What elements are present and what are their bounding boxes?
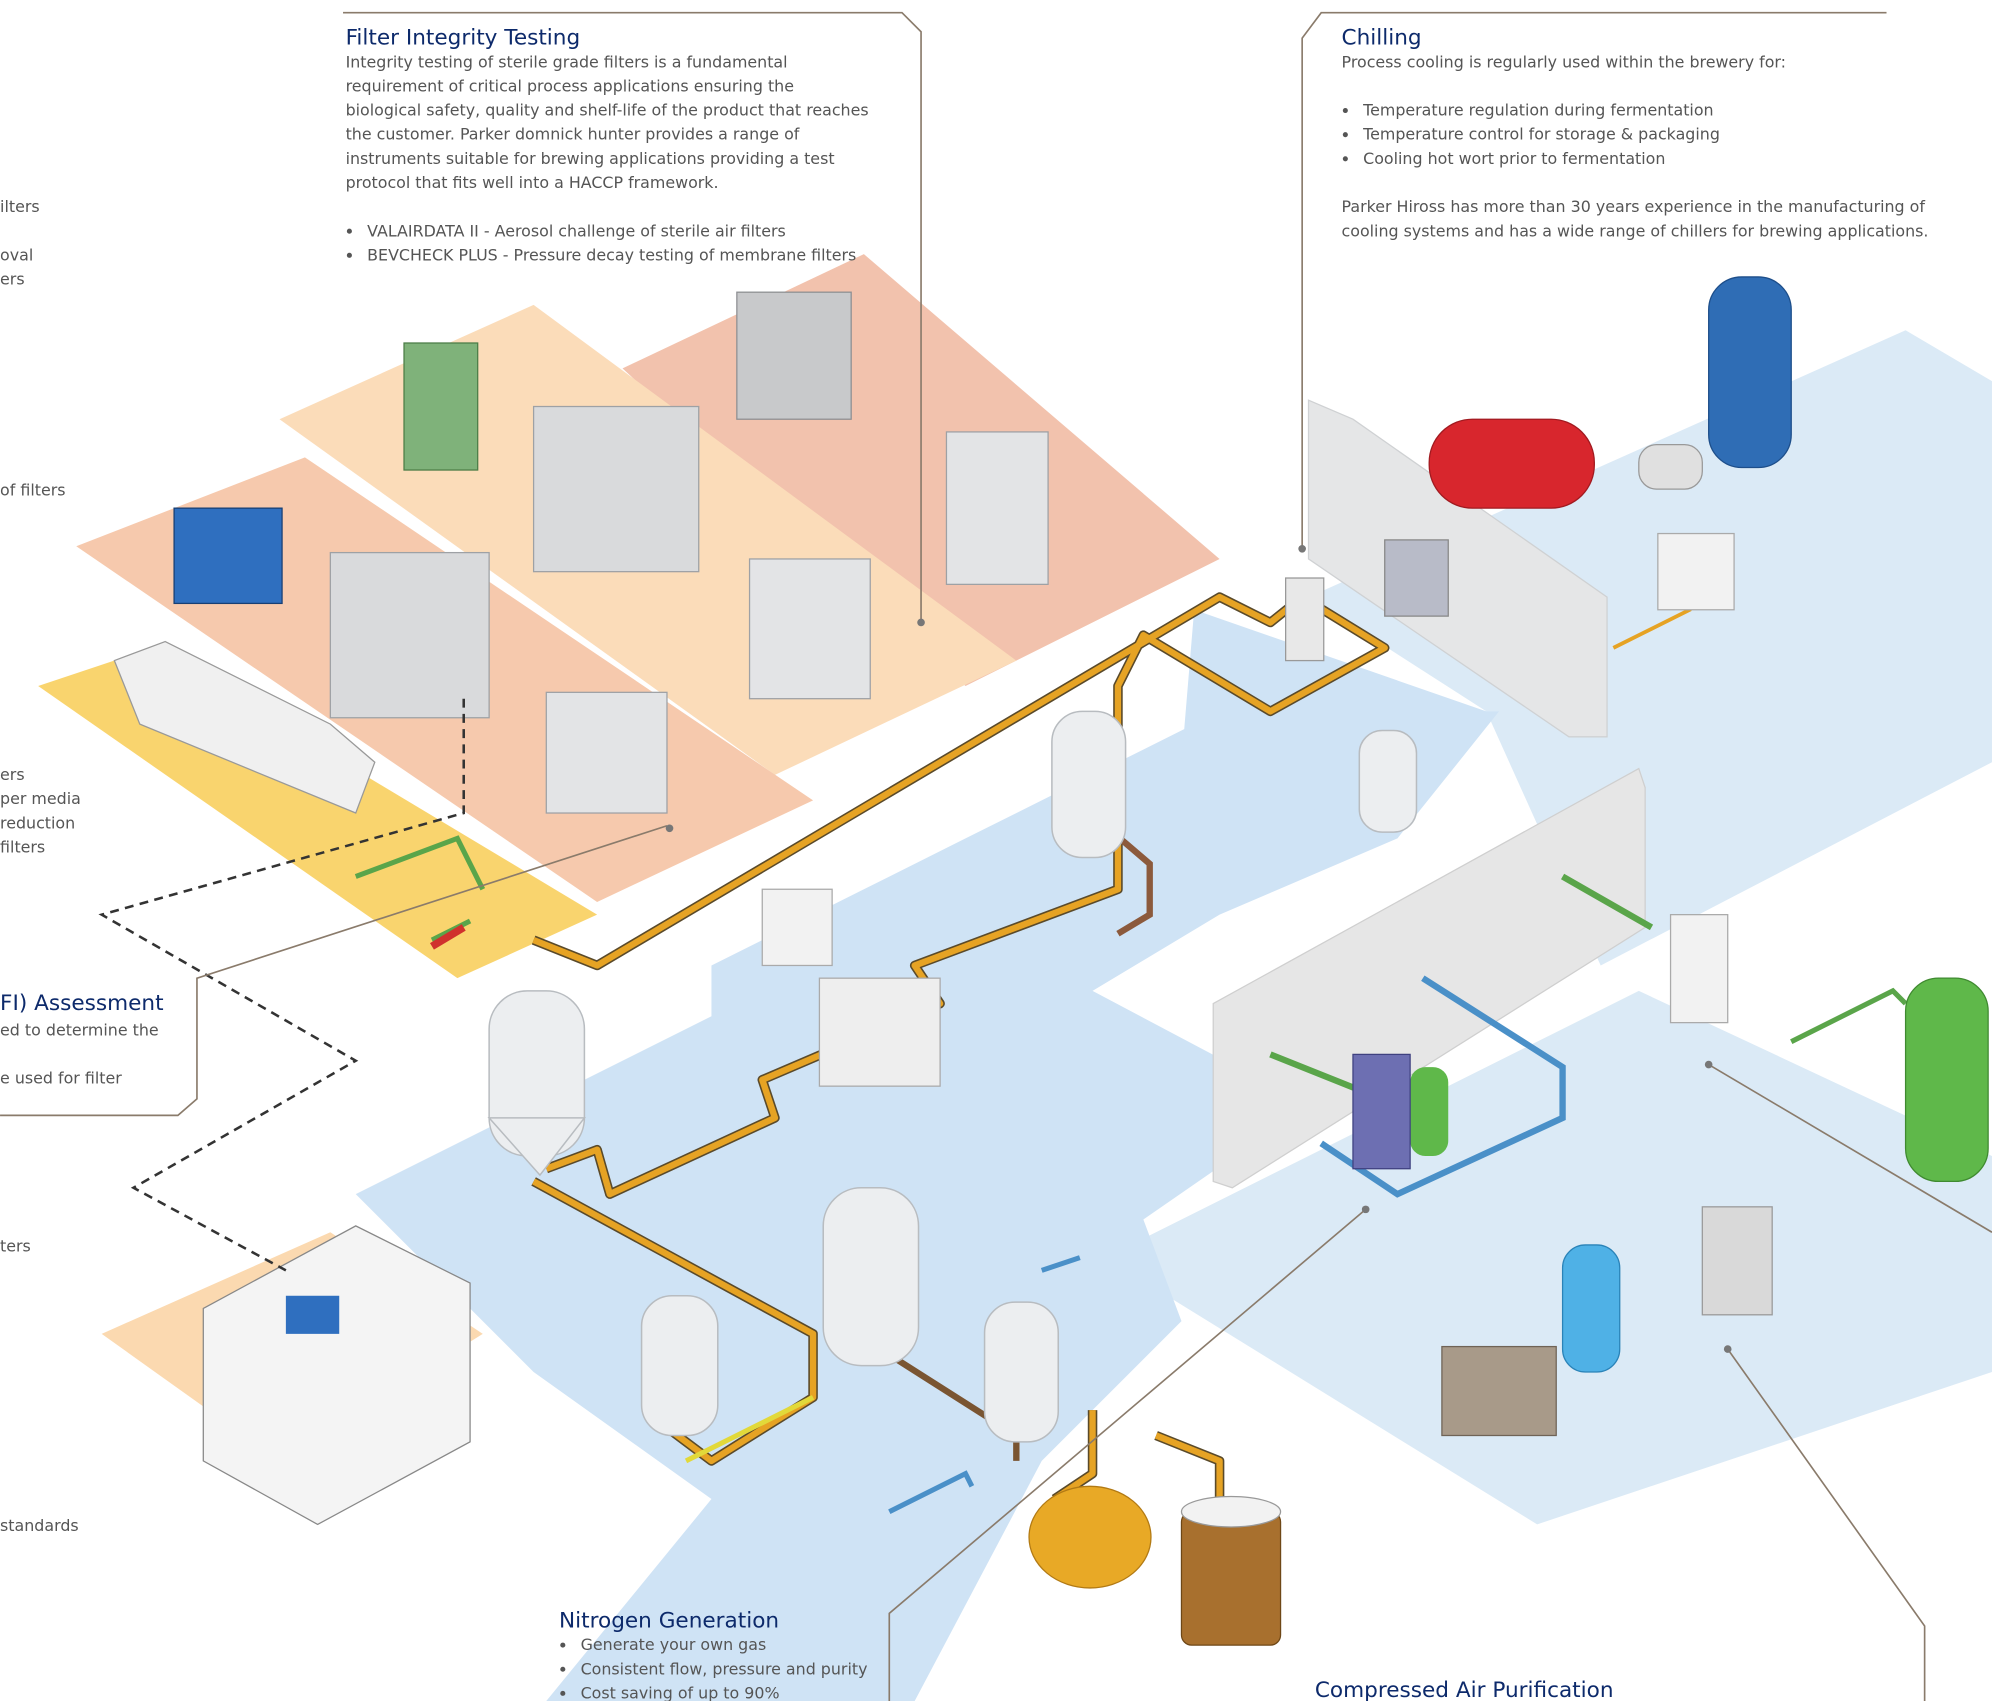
tank bbox=[985, 1302, 1059, 1442]
illustration-circle bbox=[1724, 1345, 1732, 1353]
body-text: standards bbox=[0, 1516, 79, 1535]
body-text: Process cooling is regularly used within… bbox=[1342, 52, 1786, 71]
body-text: ilters bbox=[0, 197, 40, 216]
illustration-rect bbox=[1709, 277, 1792, 468]
section-title: Chilling bbox=[1342, 25, 1422, 50]
illustration-rect bbox=[1671, 915, 1728, 1023]
illustration-rect bbox=[1410, 1067, 1448, 1156]
illustration-ellipse bbox=[1029, 1486, 1151, 1588]
body-text: BEVCHECK PLUS - Pressure decay testing o… bbox=[367, 245, 856, 264]
illustration-rect bbox=[1181, 1512, 1280, 1645]
bullet-dot bbox=[1343, 156, 1348, 161]
page: {"filter_integrity_testing": {"title": "… bbox=[0, 0, 1992, 1701]
bullet-dot bbox=[560, 1667, 565, 1672]
illustration-rect bbox=[174, 508, 282, 603]
body-text: reduction bbox=[0, 813, 75, 832]
illustration-rect bbox=[819, 978, 940, 1086]
illustration-ellipse bbox=[1181, 1496, 1280, 1526]
section-title: Nitrogen Generation bbox=[559, 1608, 779, 1633]
illustration-path bbox=[1791, 991, 1905, 1042]
body-text: requirement of critical process applicat… bbox=[346, 76, 794, 95]
illustration-rect bbox=[330, 553, 489, 718]
illustration-rect bbox=[404, 343, 478, 470]
body-text: Parker Hiross has more than 30 years exp… bbox=[1342, 197, 1926, 216]
illustration-polygon bbox=[203, 1226, 470, 1525]
illustration-rect bbox=[1563, 1245, 1620, 1372]
bullet-dot bbox=[560, 1643, 565, 1648]
bullet-dot bbox=[560, 1691, 565, 1696]
section-title: FI) Assessment bbox=[0, 991, 164, 1016]
illustration-circle bbox=[1362, 1206, 1370, 1214]
bullet-dot bbox=[347, 229, 352, 234]
tank bbox=[823, 1188, 918, 1366]
body-text: oval bbox=[0, 245, 33, 264]
illustration-rect bbox=[1639, 445, 1703, 489]
illustration-rect bbox=[1429, 419, 1594, 508]
illustration-polygon bbox=[1309, 330, 1992, 965]
brewery-illustration bbox=[0, 13, 1992, 1701]
illustration-circle bbox=[666, 824, 674, 832]
body-text: instruments suitable for brewing applica… bbox=[346, 149, 835, 168]
bullet-dot bbox=[347, 253, 352, 258]
body-text: Generate your own gas bbox=[581, 1635, 767, 1654]
section-title: Filter Integrity Testing bbox=[346, 25, 581, 50]
illustration-circle bbox=[1298, 545, 1306, 553]
tank bbox=[1359, 730, 1416, 832]
illustration-rect bbox=[1702, 1207, 1772, 1315]
diagram: Filter Integrity Testing Integrity testin… bbox=[0, 0, 1992, 1701]
body-text: e used for filter bbox=[0, 1069, 122, 1088]
illustration-rect bbox=[1353, 1054, 1410, 1168]
illustration-rect bbox=[286, 1296, 339, 1334]
body-text: per media bbox=[0, 789, 81, 808]
body-text: Temperature control for storage & packag… bbox=[1362, 125, 1720, 144]
body-text: of filters bbox=[0, 480, 65, 499]
bullet-dot bbox=[1343, 108, 1348, 113]
illustration-rect bbox=[1442, 1347, 1556, 1436]
illustration-rect bbox=[1906, 978, 1989, 1181]
illustration-rect bbox=[737, 292, 851, 419]
illustration-rect bbox=[762, 889, 832, 965]
body-text: cooling systems and has a wide range of … bbox=[1342, 221, 1929, 240]
body-text: Cost saving of up to 90% bbox=[581, 1683, 780, 1701]
body-text: ers bbox=[0, 765, 25, 784]
illustration-rect bbox=[546, 692, 667, 813]
illustration-rect bbox=[1385, 540, 1449, 616]
illustration-rect bbox=[1286, 578, 1324, 661]
body-text: protocol that fits well into a HACCP fra… bbox=[346, 173, 719, 192]
bullet-dot bbox=[1343, 132, 1348, 137]
illustration-circle bbox=[917, 619, 925, 627]
tank bbox=[1052, 711, 1126, 857]
illustration-rect bbox=[750, 559, 871, 699]
tank bbox=[642, 1296, 718, 1436]
body: Filter Integrity Testing Integrity testin… bbox=[0, 0, 1992, 1701]
body-text: ters bbox=[0, 1236, 31, 1255]
body-text: ed to determine the bbox=[0, 1020, 159, 1039]
body-text: the customer. Parker domnick hunter prov… bbox=[346, 125, 800, 144]
body-text: Integrity testing of sterile grade filte… bbox=[346, 52, 788, 71]
illustration-rect bbox=[534, 407, 699, 572]
body-text: VALAIRDATA II - Aerosol challenge of ste… bbox=[367, 221, 786, 240]
body-text: filters bbox=[0, 837, 45, 856]
section-title: Compressed Air Purification bbox=[1315, 1678, 1614, 1701]
body-text: Consistent flow, pressure and purity bbox=[581, 1659, 868, 1678]
body-text: ers bbox=[0, 270, 25, 289]
body-text: biological safety, quality and shelf-lif… bbox=[346, 101, 869, 120]
illustration-rect bbox=[1658, 534, 1734, 610]
illustration-circle bbox=[1705, 1061, 1713, 1069]
body-text: Cooling hot wort prior to fermentation bbox=[1363, 149, 1665, 168]
illustration-rect bbox=[946, 432, 1048, 584]
body-text: Temperature regulation during fermentati… bbox=[1362, 101, 1713, 120]
